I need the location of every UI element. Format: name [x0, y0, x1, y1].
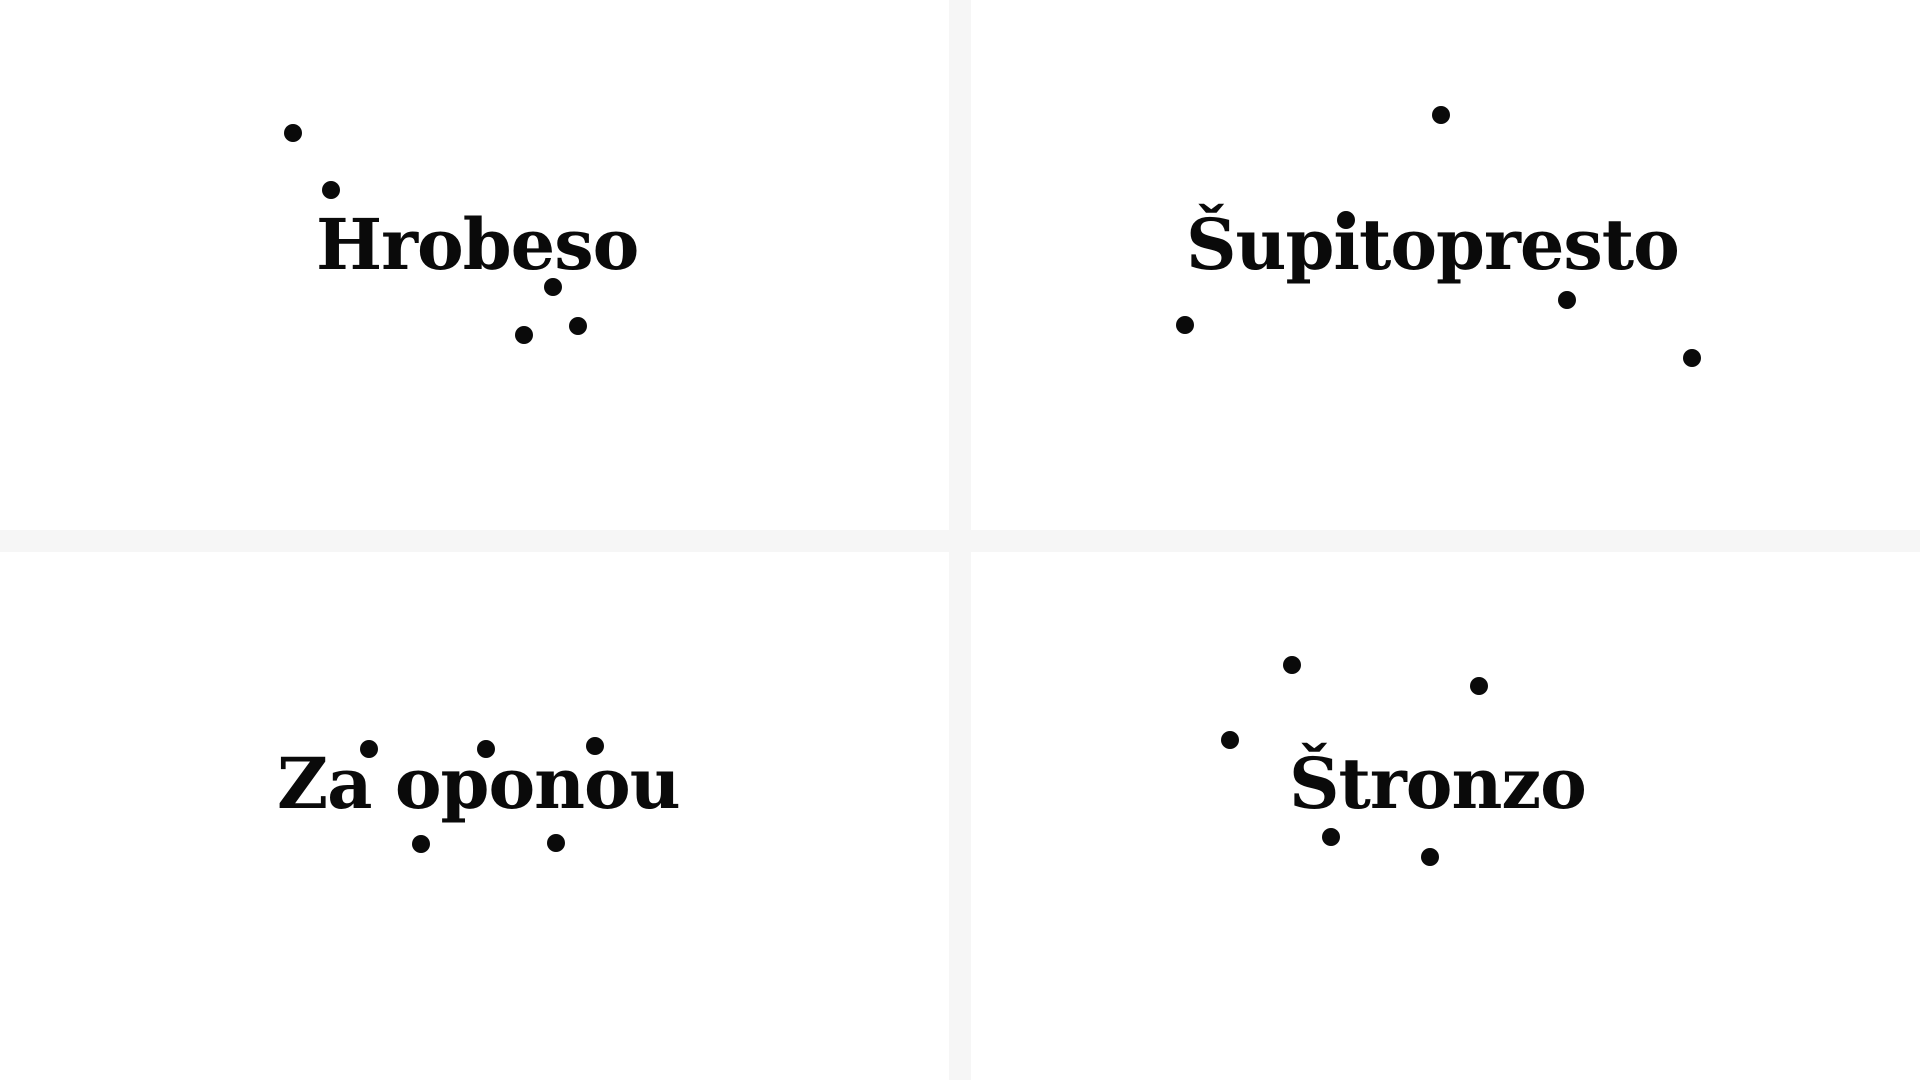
panel-top-left: Hrobeso [0, 0, 949, 530]
word-label: Za oponou [277, 742, 681, 825]
panel-bottom-left: Za oponou [0, 552, 949, 1080]
panel-top-right: Šupitopresto [971, 0, 1920, 530]
word-label: Šupitopresto [1186, 203, 1680, 286]
word-label: Hrobeso [316, 203, 639, 286]
panel-bottom-right: Štronzo [971, 552, 1920, 1080]
word-label: Štronzo [1289, 742, 1587, 825]
